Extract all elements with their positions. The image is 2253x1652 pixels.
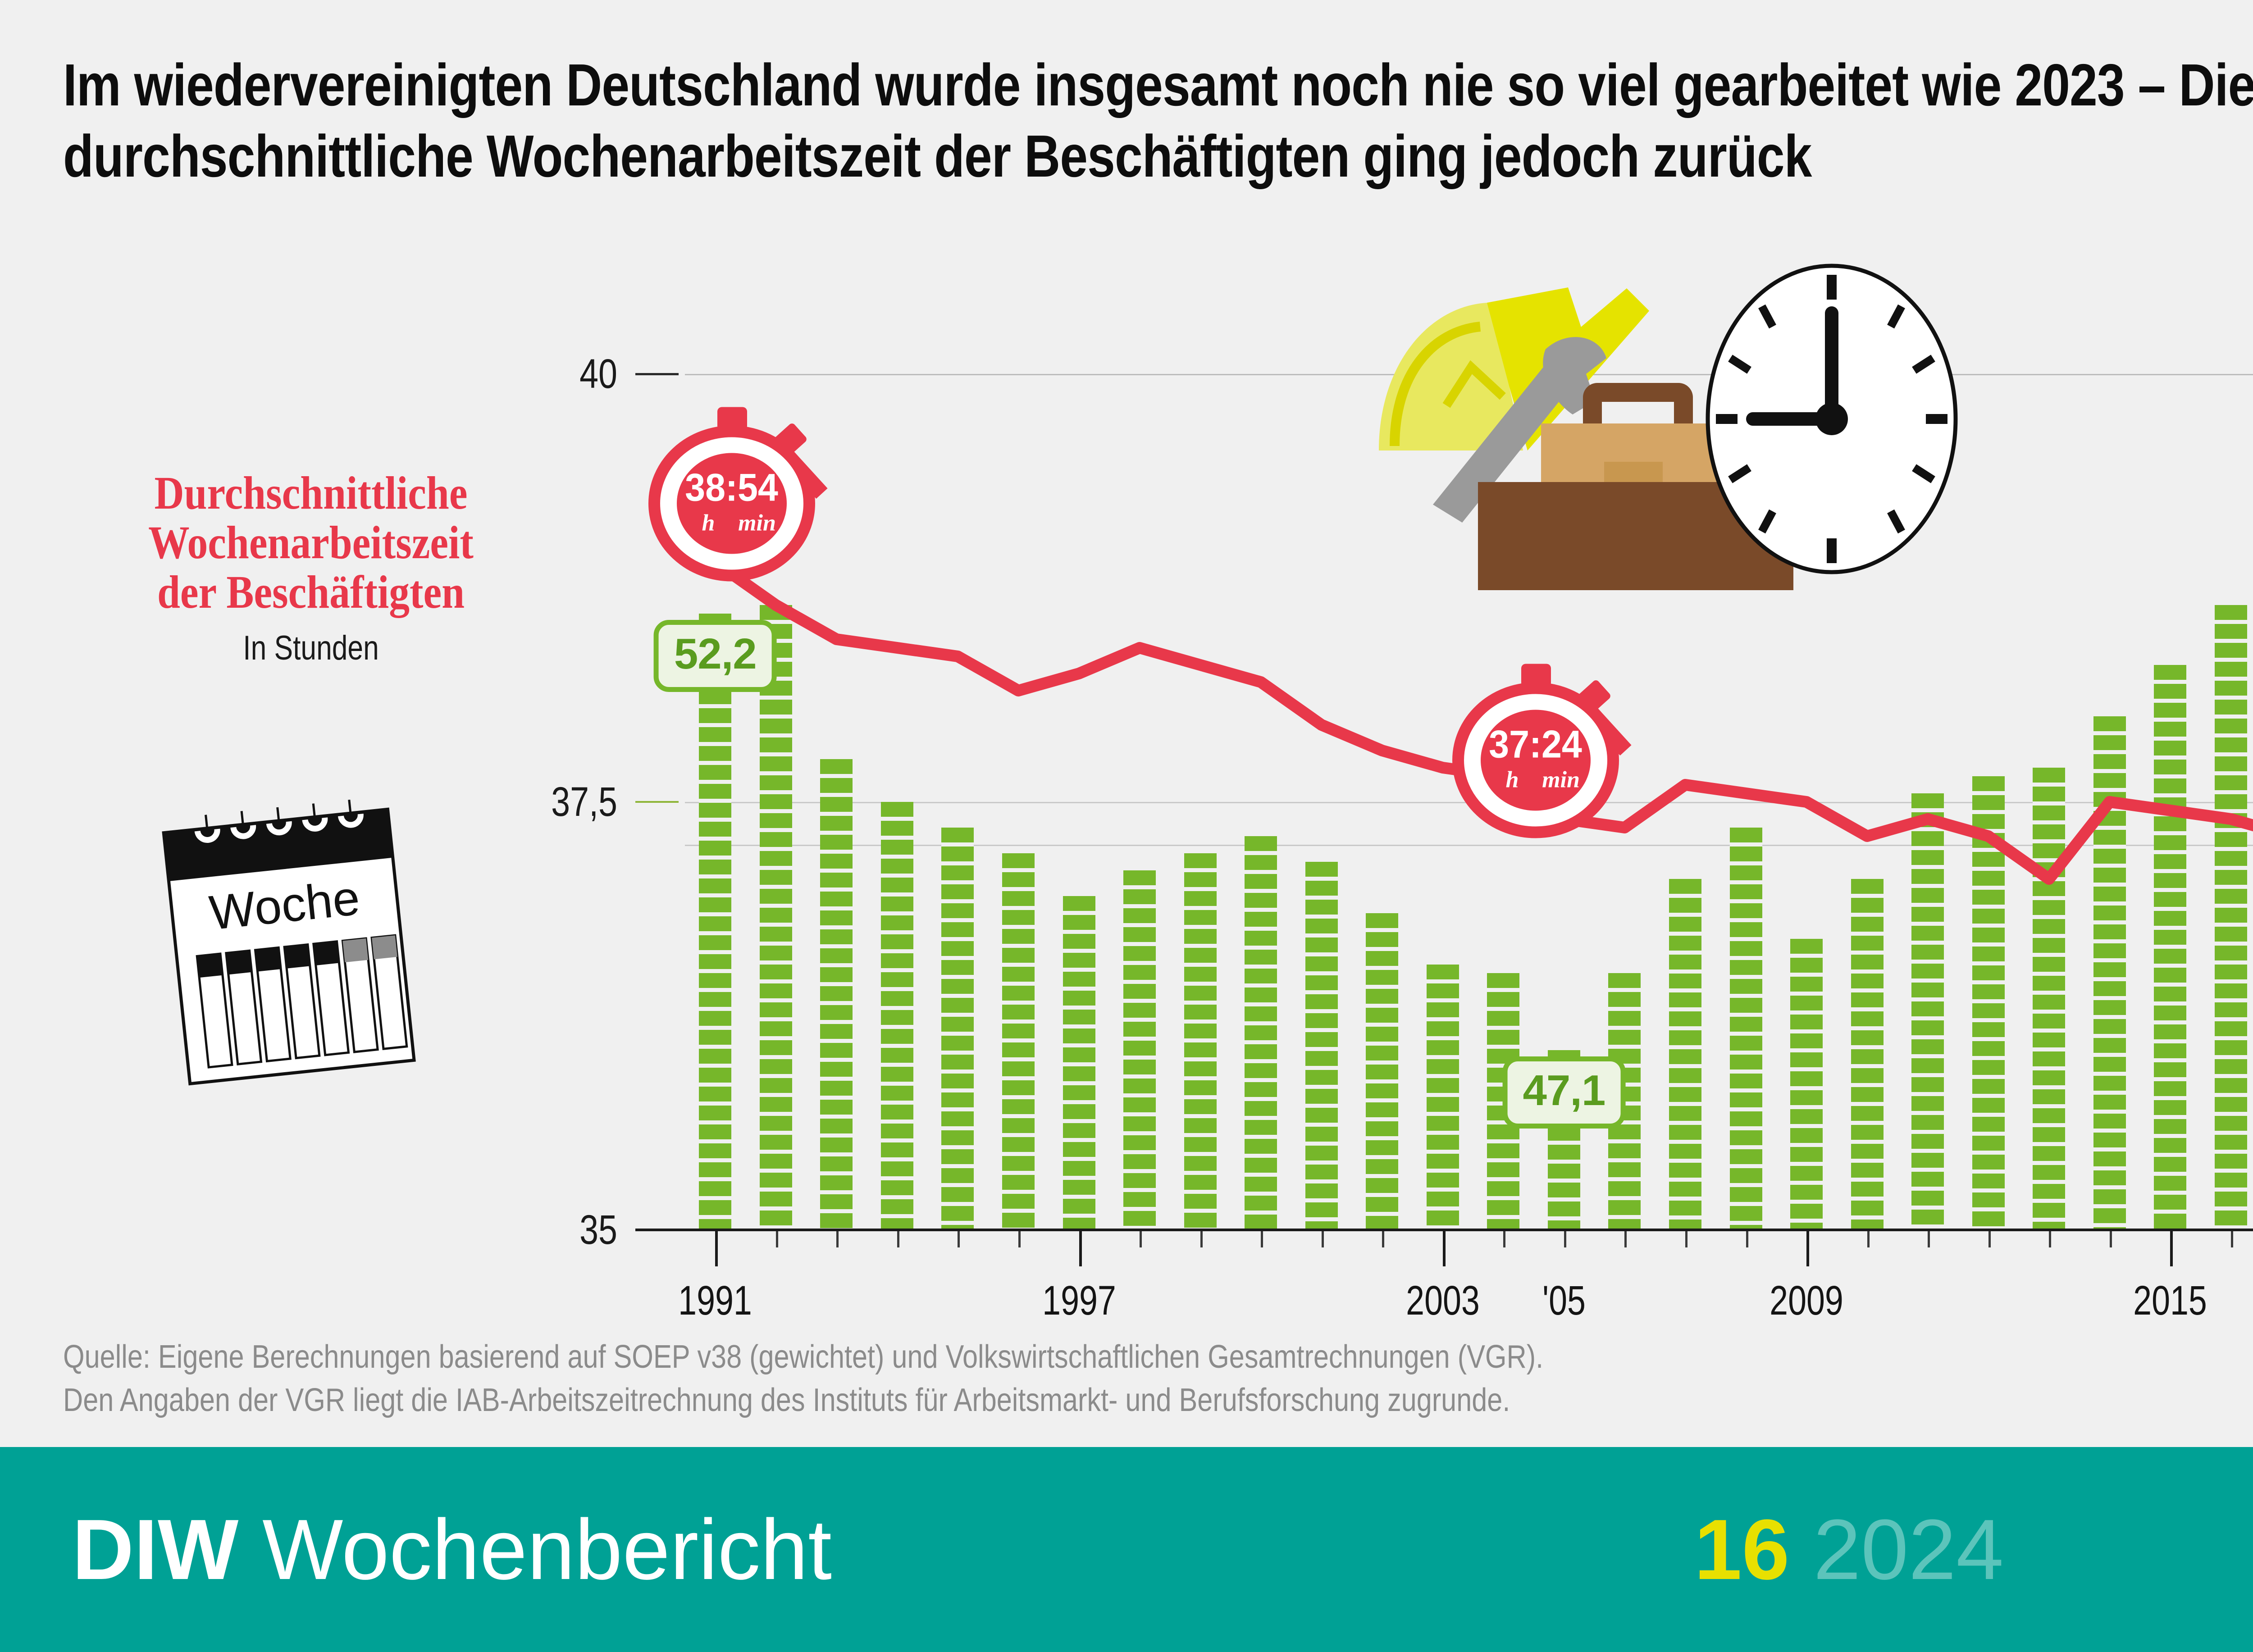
bar bbox=[1669, 879, 1701, 1230]
work-icons-group bbox=[1374, 252, 1969, 595]
x-tick bbox=[1503, 1231, 1506, 1247]
y-axis-left-label: 37,5 bbox=[551, 779, 617, 825]
x-tick bbox=[1867, 1231, 1870, 1247]
x-tick bbox=[958, 1231, 960, 1247]
x-axis-label: '05 bbox=[1542, 1278, 1586, 1324]
x-tick bbox=[2230, 1231, 2233, 1247]
svg-text:h: h bbox=[1505, 767, 1519, 793]
x-tick bbox=[1079, 1231, 1082, 1266]
x-tick bbox=[1928, 1231, 1930, 1247]
source-line-1: Quelle: Eigene Berechnungen basierend au… bbox=[63, 1339, 1544, 1375]
svg-text:min: min bbox=[738, 510, 776, 536]
x-axis-line bbox=[635, 1229, 2253, 1231]
bar bbox=[2214, 605, 2247, 1230]
bar bbox=[1245, 836, 1277, 1230]
x-tick bbox=[2170, 1231, 2173, 1266]
stopwatch-marker: 37:24 h min bbox=[1440, 660, 1634, 843]
x-tick bbox=[1382, 1231, 1385, 1247]
bar bbox=[1790, 939, 1823, 1230]
bar bbox=[1426, 965, 1459, 1230]
x-tick bbox=[897, 1231, 899, 1247]
bar bbox=[1305, 862, 1338, 1230]
x-axis-label: 2003 bbox=[1405, 1278, 1480, 1324]
footer-issue: 16 2024 bbox=[1694, 1501, 2004, 1599]
svg-text:37:24: 37:24 bbox=[1489, 722, 1582, 766]
x-tick bbox=[2109, 1231, 2112, 1247]
stopwatch-marker: 38:54 h min bbox=[636, 404, 830, 586]
x-tick bbox=[1140, 1231, 1142, 1247]
svg-text:38:54: 38:54 bbox=[685, 465, 778, 509]
plot-area bbox=[635, 373, 2253, 1231]
x-tick bbox=[1442, 1231, 1446, 1266]
bar bbox=[759, 605, 792, 1230]
line-series bbox=[709, 556, 2253, 885]
legend-left-subtitle: In Stunden bbox=[243, 628, 379, 667]
x-tick bbox=[1200, 1231, 1203, 1247]
y-axis-left-label: 35 bbox=[579, 1207, 617, 1253]
x-axis-label: 1997 bbox=[1042, 1278, 1116, 1324]
bar bbox=[820, 759, 853, 1230]
source-note: Quelle: Eigene Berechnungen basierend au… bbox=[63, 1336, 2246, 1422]
y-tick-left bbox=[635, 373, 679, 375]
x-tick bbox=[775, 1231, 778, 1247]
bar-value-badge: 52,2 bbox=[653, 620, 777, 692]
bar bbox=[1851, 879, 1884, 1230]
svg-text:h: h bbox=[702, 510, 715, 536]
bar bbox=[1972, 776, 2005, 1230]
x-tick bbox=[1988, 1231, 1991, 1247]
bar bbox=[2033, 768, 2066, 1230]
x-tick bbox=[1018, 1231, 1021, 1247]
bar bbox=[880, 802, 913, 1230]
x-tick bbox=[2049, 1231, 2052, 1247]
x-axis-label: 1991 bbox=[678, 1278, 753, 1324]
x-tick bbox=[1806, 1231, 1810, 1266]
footer-brand-wochenbericht: Wochenbericht bbox=[262, 1502, 832, 1597]
source-line-2: Den Angaben der VGR liegt die IAB-Arbeit… bbox=[63, 1382, 1510, 1418]
x-tick bbox=[1321, 1231, 1324, 1247]
x-axis-label: 2009 bbox=[1770, 1278, 1843, 1324]
page-title: Im wiedervereinigten Deutschland wurde i… bbox=[63, 52, 2253, 190]
legend-left-weekly-hours: Durchschnittliche Wochenarbeitszeit der … bbox=[45, 467, 577, 668]
bar-value-badge: 47,1 bbox=[1502, 1056, 1626, 1129]
footer-brand: DIW Wochenbericht bbox=[72, 1501, 832, 1599]
bar bbox=[1123, 870, 1156, 1230]
footer-bar: DIW Wochenbericht 16 2024 DIW BERLIN bbox=[0, 1447, 2253, 1652]
gridline bbox=[685, 845, 2253, 846]
x-tick bbox=[1746, 1231, 1748, 1247]
x-tick bbox=[1624, 1231, 1627, 1247]
svg-text:min: min bbox=[1542, 767, 1580, 793]
weekly-hours-line bbox=[709, 556, 2253, 885]
bar-series bbox=[685, 374, 2253, 1230]
issue-year: 2024 bbox=[1813, 1502, 2004, 1597]
wall-clock-icon bbox=[1706, 264, 1958, 574]
y-axis-left-label: 40 bbox=[579, 351, 617, 397]
issue-number: 16 bbox=[1694, 1502, 1790, 1597]
bar bbox=[1729, 828, 1762, 1230]
bar bbox=[941, 828, 974, 1230]
x-axis-ticks bbox=[685, 1231, 2253, 1267]
bar bbox=[1002, 853, 1035, 1230]
bar bbox=[1366, 913, 1399, 1230]
x-tick bbox=[715, 1231, 718, 1266]
y-tick-left bbox=[635, 801, 679, 803]
x-axis-label: 2015 bbox=[2133, 1278, 2207, 1324]
bar bbox=[1184, 853, 1217, 1230]
legend-left-title: Durchschnittliche Wochenarbeitszeit der … bbox=[148, 467, 474, 619]
bar bbox=[699, 614, 732, 1230]
x-tick bbox=[1685, 1231, 1687, 1247]
x-tick bbox=[836, 1231, 839, 1247]
footer-brand-diw: DIW bbox=[72, 1502, 239, 1597]
bar bbox=[1911, 793, 1944, 1230]
bar bbox=[1063, 896, 1095, 1230]
calendar-week-icon: Woche bbox=[149, 793, 437, 1090]
x-tick bbox=[1261, 1231, 1263, 1247]
x-tick bbox=[1564, 1231, 1566, 1247]
bar bbox=[2154, 665, 2187, 1230]
